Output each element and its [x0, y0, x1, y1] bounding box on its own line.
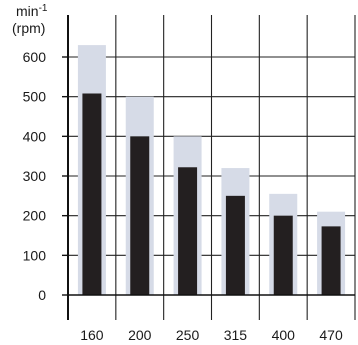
y-unit-label: min-1 — [16, 3, 48, 19]
y-unit-rpm-label: (rpm) — [12, 20, 45, 36]
x-tick-label-250: 250 — [176, 327, 200, 343]
y-tick-labels: 0 100 200 300 400 500 600 — [23, 49, 47, 303]
bar-rated-200 — [130, 136, 150, 295]
y-tick-label-0: 0 — [38, 287, 46, 303]
y-tick-label-300: 300 — [23, 168, 47, 184]
y-tick-label-600: 600 — [23, 49, 47, 65]
x-tick-label-200: 200 — [128, 327, 152, 343]
y-tick-label-100: 100 — [23, 247, 47, 263]
bar-rated-160 — [82, 93, 102, 295]
x-tick-label-400: 400 — [272, 327, 296, 343]
axes — [62, 15, 355, 320]
x-tick-label-470: 470 — [319, 327, 343, 343]
bar-rated-315 — [225, 195, 245, 295]
bar-rated-470 — [321, 226, 341, 295]
y-tick-label-500: 500 — [23, 89, 47, 105]
x-tick-label-160: 160 — [80, 327, 104, 343]
bar-rated-250 — [178, 167, 198, 295]
x-tick-labels: 160 200 250 315 400 470 — [80, 327, 343, 343]
y-tick-label-200: 200 — [23, 208, 47, 224]
y-tick-label-400: 400 — [23, 128, 47, 144]
bar-rated-400 — [273, 215, 293, 295]
rated-bars — [82, 93, 341, 295]
x-tick-label-315: 315 — [224, 327, 248, 343]
gridlines — [68, 15, 356, 320]
